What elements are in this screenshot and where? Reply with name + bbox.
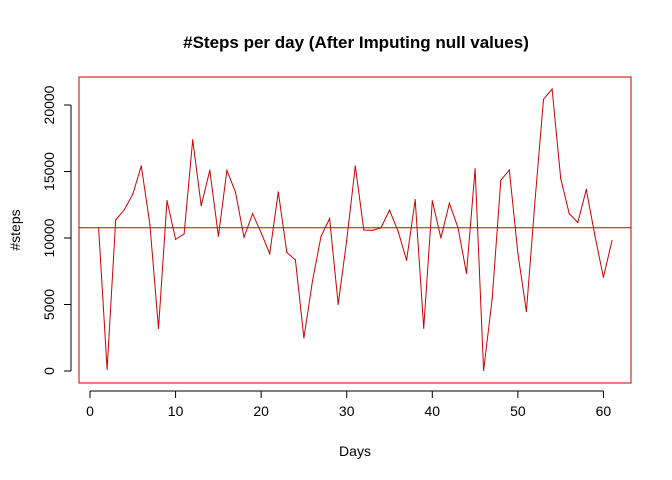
data-point xyxy=(551,88,553,90)
data-point xyxy=(406,259,408,261)
data-point xyxy=(517,252,519,254)
data-point xyxy=(474,168,476,170)
data-point xyxy=(363,229,365,231)
plot-frame xyxy=(78,76,632,384)
data-point xyxy=(440,237,442,239)
data-point xyxy=(192,139,194,141)
data-point xyxy=(200,205,202,207)
data-point xyxy=(303,337,305,339)
data-point xyxy=(183,233,185,235)
data-point xyxy=(585,188,587,191)
x-axis-label: Days xyxy=(339,443,371,459)
data-point xyxy=(106,368,108,370)
data-point xyxy=(269,253,271,255)
data-point xyxy=(157,327,160,329)
x-tick-label: 30 xyxy=(339,403,355,419)
x-tick-label: 0 xyxy=(86,403,94,419)
data-point xyxy=(132,193,134,195)
data-point xyxy=(243,236,245,238)
data-point xyxy=(175,238,177,240)
data-point xyxy=(140,165,142,167)
y-tick-label: 5000 xyxy=(41,289,57,320)
data-point xyxy=(568,213,570,215)
data-point xyxy=(329,218,331,220)
data-point xyxy=(448,202,450,204)
data-point xyxy=(286,251,288,253)
y-tick-label: 10000 xyxy=(41,218,57,257)
series-line xyxy=(98,87,613,371)
x-tick-label: 10 xyxy=(168,403,184,419)
data-point xyxy=(166,200,168,202)
data-point xyxy=(294,259,296,261)
data-point xyxy=(431,200,433,202)
data-point xyxy=(397,230,399,232)
data-point xyxy=(423,327,425,329)
plot-area xyxy=(79,87,631,372)
x-axis: 0 10 20 30 40 50 60 xyxy=(86,390,612,419)
data-point xyxy=(542,98,545,100)
data-point xyxy=(602,276,605,278)
data-point xyxy=(611,240,613,242)
data-point xyxy=(115,219,117,221)
data-point xyxy=(500,179,502,181)
data-point xyxy=(123,209,125,211)
data-point xyxy=(414,199,416,201)
x-tick-label: 20 xyxy=(253,403,269,419)
data-point xyxy=(354,165,356,167)
data-point xyxy=(594,235,596,237)
y-axis: 0 5000 10000 15000 20000 xyxy=(41,85,72,375)
data-point xyxy=(260,232,262,234)
data-point xyxy=(346,239,348,241)
data-point xyxy=(149,223,151,226)
data-point xyxy=(534,200,536,202)
data-point xyxy=(371,229,373,231)
data-point xyxy=(234,191,237,193)
data-point xyxy=(209,169,211,171)
data-point xyxy=(252,213,254,215)
data-point xyxy=(560,177,562,179)
x-tick-label: 40 xyxy=(425,403,441,419)
data-point xyxy=(217,235,219,237)
y-tick-label: 20000 xyxy=(41,85,57,124)
data-point xyxy=(311,280,314,282)
data-point xyxy=(508,169,510,171)
data-point xyxy=(577,221,579,224)
x-tick-label: 50 xyxy=(510,403,526,419)
data-point xyxy=(277,191,279,193)
data-point xyxy=(388,209,391,211)
data-point xyxy=(483,369,485,372)
data-point xyxy=(337,303,339,305)
x-tick-label: 60 xyxy=(596,403,612,419)
data-point xyxy=(465,272,468,274)
y-tick-label: 0 xyxy=(41,367,57,375)
data-point xyxy=(320,235,322,237)
data-point xyxy=(525,310,528,313)
y-tick-label: 15000 xyxy=(41,152,57,191)
y-axis-label: #steps xyxy=(7,209,23,250)
chart-title: #Steps per day (After Imputing null valu… xyxy=(183,33,529,52)
data-point xyxy=(491,298,493,300)
data-point xyxy=(226,169,228,171)
